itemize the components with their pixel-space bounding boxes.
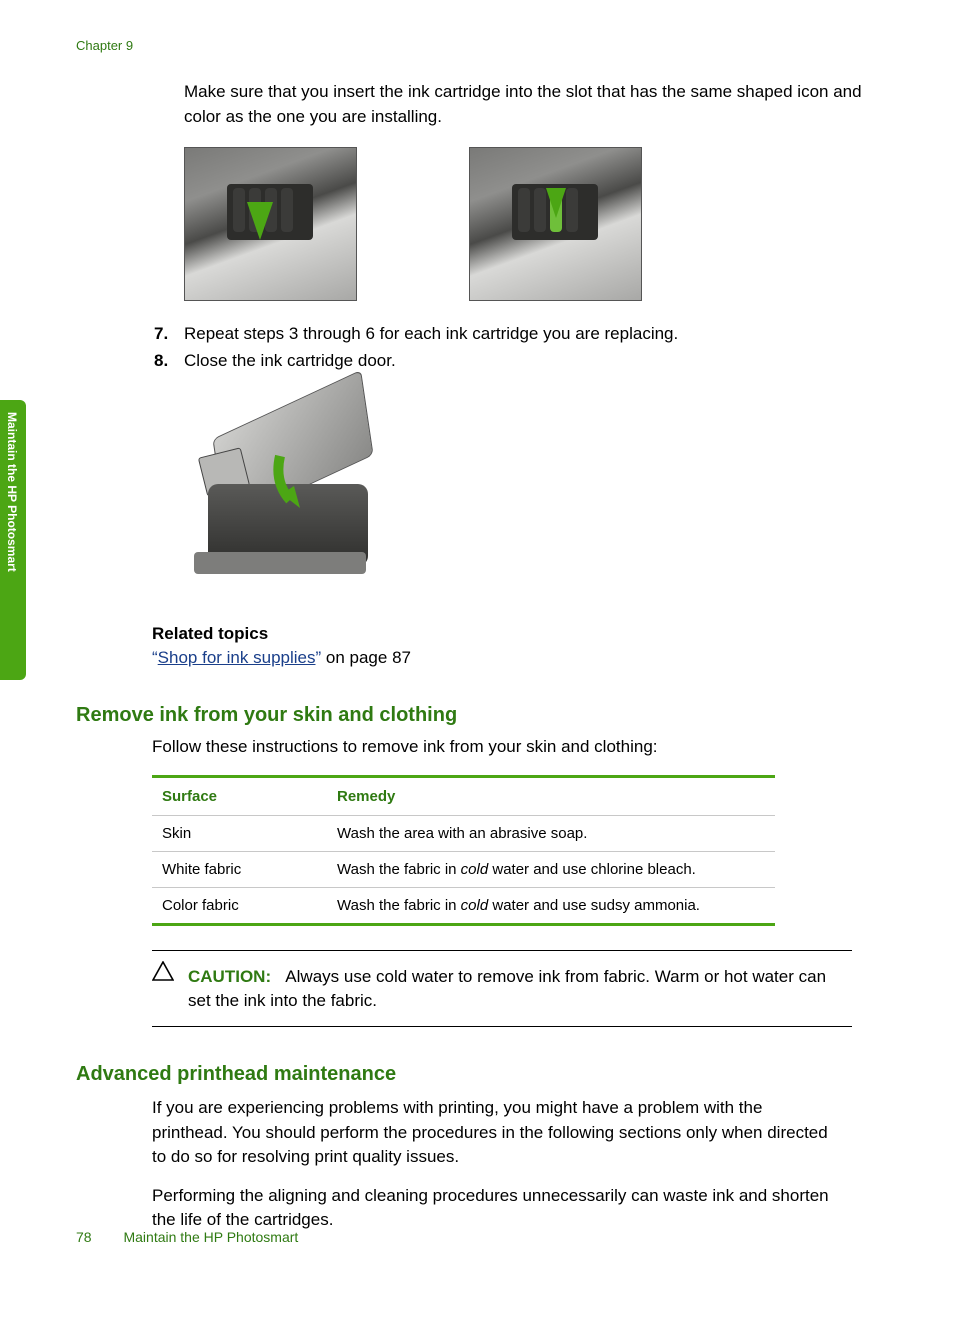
col-remedy: Remedy [327, 776, 775, 815]
advanced-p2: Performing the aligning and cleaning pro… [152, 1184, 842, 1233]
figure-insert-cartridge-2 [469, 147, 642, 301]
step-8: 8. Close the ink cartridge door. [154, 348, 878, 374]
sidebar-tab-label: Maintain the HP Photosmart [0, 400, 24, 584]
link-suffix: on page 87 [321, 648, 411, 667]
page-content: Make sure that you insert the ink cartri… [76, 80, 878, 1247]
page-number: 78 [76, 1229, 92, 1245]
step-text: Close the ink cartridge door. [184, 348, 396, 374]
related-link-line: “Shop for ink supplies” on page 87 [152, 648, 878, 668]
cell-surface: White fabric [152, 851, 327, 887]
intro-paragraph: Make sure that you insert the ink cartri… [184, 80, 878, 129]
sidebar-tab: Maintain the HP Photosmart [0, 400, 26, 680]
caution-label: CAUTION: [188, 967, 271, 986]
step-7: 7. Repeat steps 3 through 6 for each ink… [154, 321, 878, 347]
remove-ink-intro: Follow these instructions to remove ink … [152, 737, 878, 757]
shop-ink-supplies-link[interactable]: Shop for ink supplies [158, 648, 316, 667]
cell-surface: Skin [152, 815, 327, 851]
advanced-p1: If you are experiencing problems with pr… [152, 1096, 842, 1170]
table-header-row: Surface Remedy [152, 776, 775, 815]
page-footer: 78 Maintain the HP Photosmart [76, 1229, 298, 1245]
table-row: White fabric Wash the fabric in cold wat… [152, 851, 775, 887]
cell-remedy: Wash the fabric in cold water and use ch… [327, 851, 775, 887]
figure-close-door [184, 392, 878, 600]
figure-row-cartridge [184, 147, 878, 301]
step-number: 8. [154, 348, 184, 374]
cell-remedy: Wash the fabric in cold water and use su… [327, 887, 775, 924]
remedy-table: Surface Remedy Skin Wash the area with a… [152, 775, 775, 926]
caution-triangle-icon [152, 961, 174, 989]
step-text: Repeat steps 3 through 6 for each ink ca… [184, 321, 678, 347]
table-row: Color fabric Wash the fabric in cold wat… [152, 887, 775, 924]
footer-title: Maintain the HP Photosmart [123, 1229, 298, 1245]
cell-remedy: Wash the area with an abrasive soap. [327, 815, 775, 851]
related-topics-heading: Related topics [152, 624, 878, 644]
cell-surface: Color fabric [152, 887, 327, 924]
table-row: Skin Wash the area with an abrasive soap… [152, 815, 775, 851]
remove-ink-heading: Remove ink from your skin and clothing [76, 704, 878, 727]
chapter-header: Chapter 9 [76, 38, 133, 53]
step-number: 7. [154, 321, 184, 347]
close-arrow-icon [272, 452, 318, 512]
figure-insert-cartridge-1 [184, 147, 357, 301]
advanced-printhead-heading: Advanced printhead maintenance [76, 1063, 878, 1086]
caution-block: CAUTION: Always use cold water to remove… [152, 950, 852, 1027]
col-surface: Surface [152, 776, 327, 815]
